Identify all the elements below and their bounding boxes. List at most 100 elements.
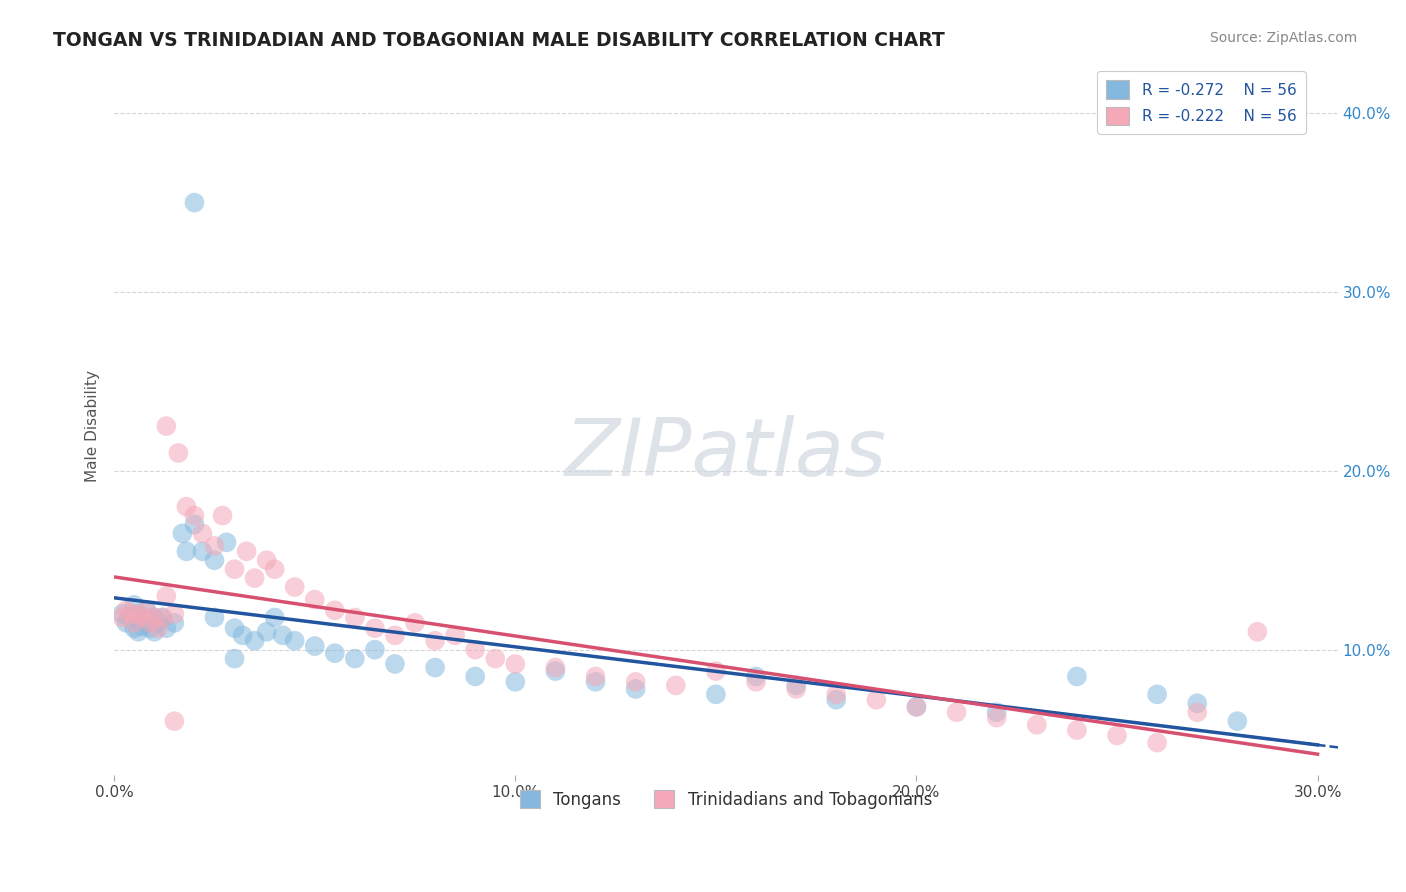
Point: [127, 607, 149, 621]
Point: [122, 598, 145, 612]
Point: [1025, 717, 1047, 731]
Point: [143, 610, 166, 624]
Point: [143, 610, 166, 624]
Point: [204, 610, 226, 624]
Legend: Tongans, Trinidadians and Tobagonians: Tongans, Trinidadians and Tobagonians: [513, 784, 939, 815]
Point: [111, 610, 134, 624]
Point: [176, 544, 198, 558]
Point: [215, 535, 238, 549]
Point: [423, 660, 446, 674]
Point: [148, 615, 170, 630]
Point: [284, 580, 307, 594]
Point: [544, 660, 567, 674]
Point: [785, 678, 807, 692]
Point: [120, 607, 142, 621]
Point: [150, 610, 173, 624]
Point: [986, 705, 1008, 719]
Point: [865, 692, 887, 706]
Point: [825, 692, 848, 706]
Point: [115, 603, 138, 617]
Point: [232, 628, 254, 642]
Point: [148, 621, 170, 635]
Point: [211, 508, 233, 523]
Point: [224, 562, 246, 576]
Point: [384, 628, 406, 642]
Point: [163, 714, 186, 728]
Point: [135, 615, 157, 630]
Point: [183, 508, 205, 523]
Point: [423, 633, 446, 648]
Text: Source: ZipAtlas.com: Source: ZipAtlas.com: [1209, 31, 1357, 45]
Point: [115, 615, 138, 630]
Point: [785, 681, 807, 696]
Point: [143, 624, 166, 639]
Point: [304, 639, 326, 653]
Point: [745, 674, 768, 689]
Point: [176, 500, 198, 514]
Point: [139, 615, 162, 630]
Point: [122, 621, 145, 635]
Point: [464, 642, 486, 657]
Point: [135, 603, 157, 617]
Point: [665, 678, 688, 692]
Point: [139, 621, 162, 635]
Point: [1105, 729, 1128, 743]
Point: [364, 642, 387, 657]
Point: [905, 699, 928, 714]
Point: [484, 651, 506, 665]
Point: [111, 607, 134, 621]
Y-axis label: Male Disability: Male Disability: [86, 370, 100, 483]
Point: [131, 610, 153, 624]
Point: [155, 419, 177, 434]
Point: [167, 446, 190, 460]
Point: [1246, 624, 1268, 639]
Point: [384, 657, 406, 671]
Point: [122, 615, 145, 630]
Point: [1146, 736, 1168, 750]
Point: [155, 621, 177, 635]
Point: [404, 615, 426, 630]
Point: [704, 687, 727, 701]
Point: [444, 628, 467, 642]
Point: [624, 681, 647, 696]
Point: [204, 553, 226, 567]
Point: [704, 664, 727, 678]
Point: [945, 705, 967, 719]
Point: [271, 628, 294, 642]
Point: [905, 699, 928, 714]
Point: [243, 571, 266, 585]
Point: [131, 610, 153, 624]
Point: [256, 624, 278, 639]
Point: [323, 646, 346, 660]
Point: [1066, 723, 1088, 738]
Point: [191, 544, 214, 558]
Point: [304, 592, 326, 607]
Point: [1066, 669, 1088, 683]
Point: [155, 589, 177, 603]
Point: [624, 674, 647, 689]
Point: [544, 664, 567, 678]
Point: [505, 657, 527, 671]
Point: [745, 669, 768, 683]
Point: [172, 526, 194, 541]
Point: [263, 562, 285, 576]
Point: [505, 674, 527, 689]
Point: [364, 621, 387, 635]
Point: [256, 553, 278, 567]
Point: [1187, 705, 1209, 719]
Point: [163, 607, 186, 621]
Point: [284, 633, 307, 648]
Point: [120, 610, 142, 624]
Point: [263, 610, 285, 624]
Point: [1146, 687, 1168, 701]
Point: [323, 603, 346, 617]
Point: [150, 610, 173, 624]
Point: [464, 669, 486, 683]
Point: [183, 517, 205, 532]
Point: [163, 615, 186, 630]
Point: [224, 651, 246, 665]
Point: [127, 607, 149, 621]
Point: [135, 603, 157, 617]
Point: [131, 619, 153, 633]
Point: [1226, 714, 1249, 728]
